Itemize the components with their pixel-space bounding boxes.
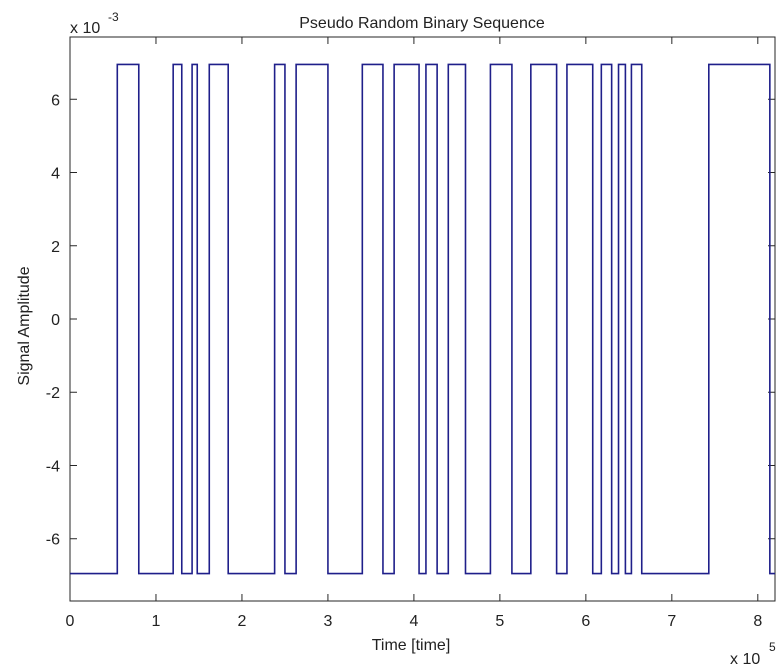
x-tick-label: 1 xyxy=(152,613,161,630)
x-axis-multiplier-exponent: 5 xyxy=(769,640,776,654)
y-tick-label: 0 xyxy=(51,312,60,329)
y-tick-label: 2 xyxy=(51,239,60,256)
x-axis-multiplier: x 10 xyxy=(730,651,760,668)
x-tick-label: 5 xyxy=(495,613,504,630)
x-tick-label: 6 xyxy=(581,613,590,630)
y-tick-label: -4 xyxy=(46,458,60,475)
x-tick-label: 4 xyxy=(409,613,418,630)
y-tick-label: -6 xyxy=(46,532,60,549)
plot-layer: 0 1 2 3 4 5 6 7 8 -6 -4 -2 0 2 4 6 xyxy=(46,36,776,630)
y-axis-label: Signal Amplitude xyxy=(16,266,33,385)
y-axis-multiplier-exponent: -3 xyxy=(108,10,119,24)
prbs-signal-line xyxy=(70,63,775,575)
y-axis-multiplier: x 10 xyxy=(70,20,100,37)
x-tick-label: 3 xyxy=(323,613,332,630)
y-tick-label: 6 xyxy=(51,92,60,109)
x-tick-label: 7 xyxy=(667,613,676,630)
x-axis-label: Time [time] xyxy=(372,637,451,654)
y-tick-label: -2 xyxy=(46,385,60,402)
x-tick-label: 2 xyxy=(237,613,246,630)
x-tick-label: 8 xyxy=(753,613,762,630)
plot-area xyxy=(69,36,776,602)
chart-title: Pseudo Random Binary Sequence xyxy=(299,15,545,32)
x-tick-label: 0 xyxy=(66,613,75,630)
y-tick-label: 4 xyxy=(51,166,60,183)
